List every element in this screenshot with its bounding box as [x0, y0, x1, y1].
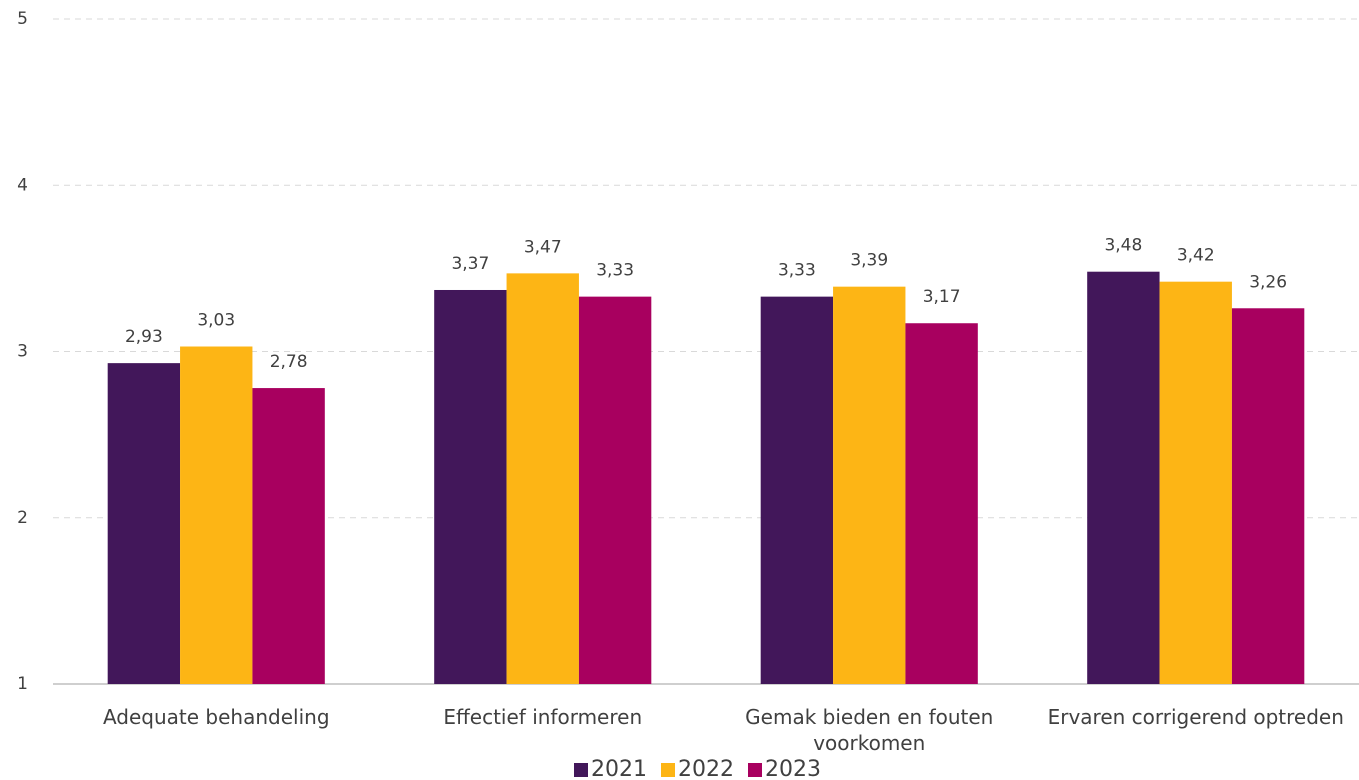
- x-tick-label: Adequate behandeling: [102, 705, 330, 729]
- y-tick-label: 1: [17, 674, 28, 694]
- y-tick-label: 2: [17, 508, 28, 528]
- legend-swatch: [574, 763, 588, 777]
- data-label: 3,47: [524, 237, 562, 257]
- legend-swatch: [748, 763, 762, 777]
- bar: [180, 346, 253, 684]
- bar: [1159, 281, 1232, 684]
- bar: [905, 323, 978, 684]
- legend-label: 2022: [678, 757, 734, 780]
- data-label: 3,33: [596, 261, 634, 281]
- data-label: 3,33: [778, 261, 816, 281]
- data-label: 2,78: [270, 352, 308, 372]
- bar: [578, 296, 652, 684]
- legend-label: 2021: [591, 757, 647, 780]
- data-label: 3,03: [197, 311, 235, 331]
- x-tick-label: Gemak bieden en fouten voorkomen: [745, 705, 994, 755]
- bar: [1087, 271, 1160, 684]
- bar: [1231, 308, 1305, 684]
- data-label: 2,93: [125, 327, 163, 347]
- data-label: 3,37: [451, 254, 489, 274]
- bar: [107, 363, 181, 684]
- bar: [506, 273, 579, 684]
- bar: [434, 289, 507, 684]
- data-label: 3,39: [850, 251, 888, 271]
- legend-label: 2023: [765, 757, 821, 780]
- y-tick-label: 3: [17, 342, 28, 362]
- y-tick-label: 4: [17, 175, 28, 195]
- data-label: 3,26: [1249, 272, 1287, 292]
- y-tick-label: 5: [17, 9, 28, 29]
- data-label: 3,48: [1104, 236, 1142, 256]
- x-tick-label: Effectief informeren: [443, 705, 643, 729]
- data-label: 3,42: [1177, 246, 1215, 266]
- bar: [252, 388, 325, 684]
- bar: [760, 296, 834, 684]
- legend-swatch: [661, 763, 675, 777]
- bar: [833, 286, 906, 684]
- x-tick-label: Ervaren corrigerend optreden: [1047, 705, 1344, 729]
- data-label: 3,17: [923, 287, 961, 307]
